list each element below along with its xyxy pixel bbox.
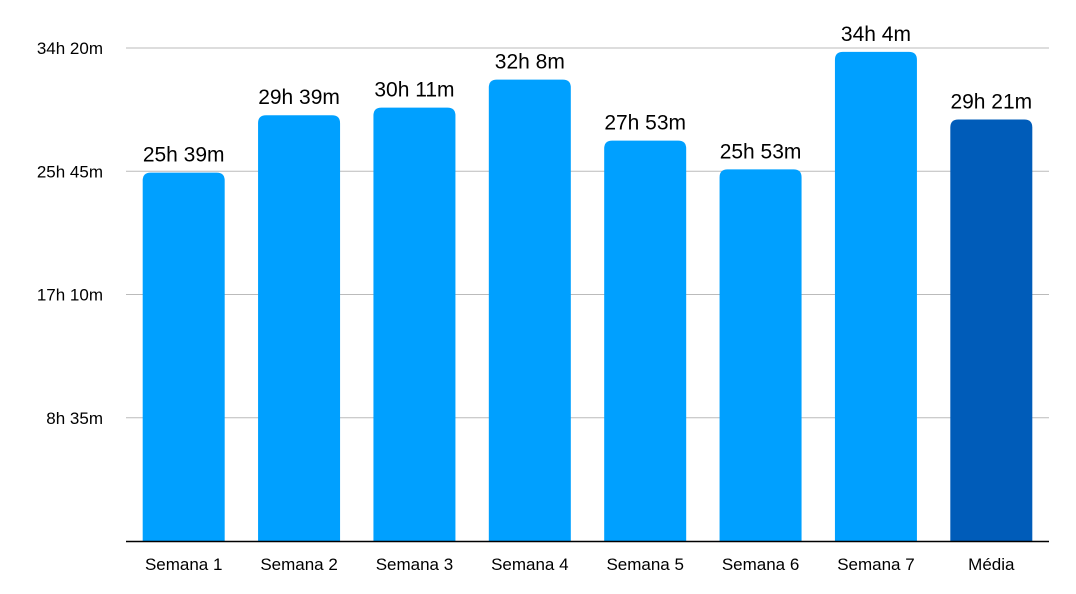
bar xyxy=(488,79,571,541)
data-label: 32h 8m xyxy=(495,51,565,74)
bar xyxy=(142,172,225,542)
x-tick-label: Semana 1 xyxy=(145,555,223,574)
y-tick-label: 25h 45m xyxy=(37,162,103,181)
bar xyxy=(719,169,802,541)
x-tick-label: Média xyxy=(968,555,1015,574)
x-tick-label: Semana 5 xyxy=(606,555,684,574)
x-tick-label: Semana 2 xyxy=(260,555,338,574)
data-label: 34h 4m xyxy=(841,23,911,46)
data-label: 30h 11m xyxy=(374,79,454,102)
data-label: 27h 53m xyxy=(604,112,686,135)
data-label: 29h 39m xyxy=(258,86,340,109)
bar xyxy=(834,51,917,541)
x-tick-label: Semana 4 xyxy=(491,555,569,574)
bar xyxy=(373,107,456,542)
bar xyxy=(258,115,341,542)
y-tick-label: 34h 20m xyxy=(37,39,103,58)
bar xyxy=(950,119,1033,541)
data-label: 25h 39m xyxy=(143,144,225,167)
y-tick-label: 17h 10m xyxy=(37,286,103,305)
data-label: 25h 53m xyxy=(720,140,802,163)
x-tick-label: Semana 7 xyxy=(837,555,915,574)
y-tick-label: 8h 35m xyxy=(46,409,103,428)
x-tick-label: Semana 6 xyxy=(722,555,800,574)
data-label: 29h 21m xyxy=(950,91,1032,114)
x-tick-label: Semana 3 xyxy=(376,555,454,574)
bar xyxy=(604,140,687,541)
